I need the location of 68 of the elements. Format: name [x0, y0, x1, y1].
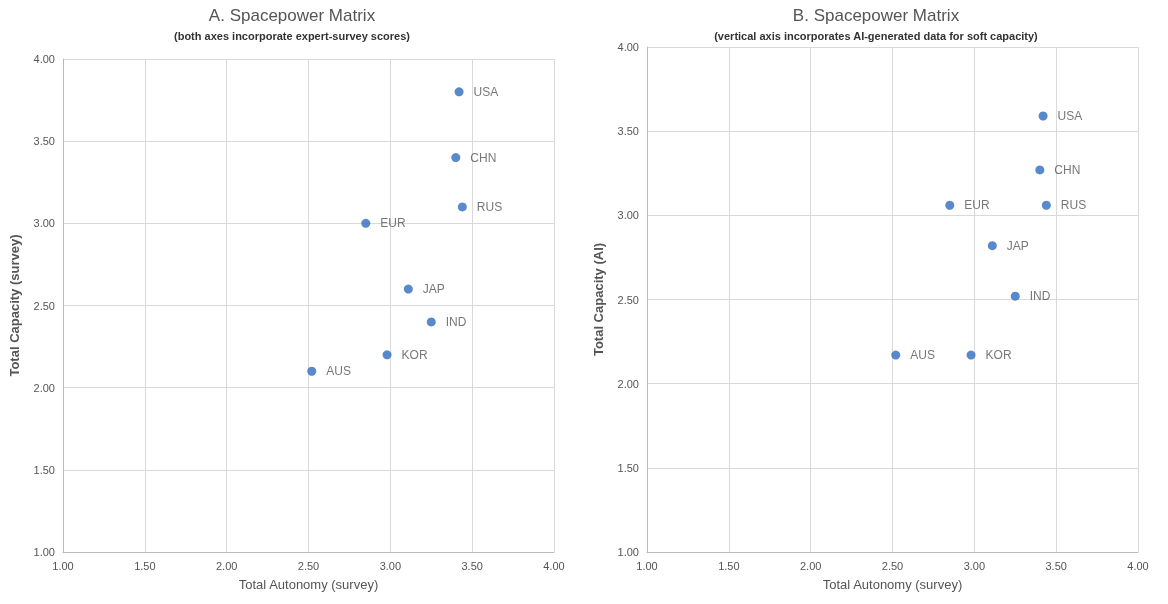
y-tick-label: 3.00 [617, 209, 639, 222]
x-tick-label: 3.00 [963, 559, 986, 572]
series-label: RUS [1060, 198, 1087, 213]
x-tick-label: 1.50 [134, 559, 156, 572]
series-label: USA [473, 84, 499, 99]
x-tick-label: 2.50 [881, 559, 904, 572]
x-tick-label: 2.00 [215, 559, 238, 572]
x-tick-label: 3.00 [379, 559, 402, 572]
y-tick-label: 1.00 [617, 546, 639, 558]
point [966, 350, 976, 360]
x-tick-label: 1.00 [52, 559, 74, 572]
point [454, 87, 464, 97]
chart-subtitle: (both axes incorporate expert-survey scores) [174, 29, 411, 42]
x-tick-label: 4.00 [1127, 559, 1149, 572]
series-label: IND [445, 314, 467, 329]
point [382, 350, 392, 360]
y-tick-label: 2.50 [617, 293, 639, 306]
point [403, 284, 413, 294]
point [945, 200, 955, 210]
series-label: KOR [401, 347, 428, 362]
y-tick-label: 3.00 [33, 217, 55, 230]
y-tick-label: 4.00 [617, 41, 639, 53]
y-tick-label: 3.50 [617, 125, 639, 138]
series-label: EUR [964, 198, 990, 213]
chart-title: B. Spacepower Matrix [792, 6, 960, 25]
y-tick-label: 1.50 [33, 463, 55, 476]
point [307, 366, 317, 376]
series-label: AUS [326, 364, 351, 379]
point [987, 241, 997, 251]
point [426, 317, 436, 327]
y-tick-label: 4.00 [33, 53, 55, 65]
chart-subtitle: (vertical axis incorporates AI-generated data for soft capacity) [714, 29, 1039, 42]
series-label: RUS [476, 199, 503, 214]
point [1010, 291, 1020, 301]
series-label: CHN [1054, 162, 1081, 177]
series-label: IND [1029, 289, 1051, 304]
series-label: EUR [380, 216, 406, 231]
point [451, 153, 461, 163]
y-tick-label: 2.00 [33, 381, 55, 394]
x-tick-label: 1.00 [636, 559, 658, 572]
x-tick-label: 2.00 [799, 559, 822, 572]
y-tick-label: 1.00 [33, 546, 55, 558]
chart-title: A. Spacepower Matrix [208, 6, 376, 25]
x-axis-title: Total Autonomy (survey) [238, 577, 379, 592]
series-label: AUS [910, 348, 935, 363]
x-tick-label: 1.50 [718, 559, 740, 572]
x-tick-label: 2.50 [297, 559, 320, 572]
x-axis-title: Total Autonomy (survey) [822, 577, 963, 592]
x-tick-label: 4.00 [543, 559, 565, 572]
y-axis-title: Total Capacity (AI) [591, 242, 606, 357]
y-axis-title: Total Capacity (survey) [7, 234, 22, 377]
point [457, 202, 467, 212]
point [1038, 111, 1048, 121]
y-tick-label: 3.50 [33, 135, 55, 148]
point [361, 218, 371, 228]
y-tick-label: 2.50 [33, 299, 55, 312]
point [1035, 165, 1045, 175]
series-label: JAP [1006, 238, 1029, 253]
series-label: JAP [422, 282, 445, 297]
series-label: USA [1057, 109, 1083, 124]
x-tick-label: 3.50 [461, 559, 483, 572]
point [1041, 200, 1051, 210]
y-tick-label: 1.50 [617, 461, 639, 474]
y-tick-label: 2.00 [617, 377, 639, 390]
series-label: KOR [985, 348, 1012, 363]
x-tick-label: 3.50 [1045, 559, 1067, 572]
point [891, 350, 901, 360]
series-label: CHN [470, 150, 497, 165]
